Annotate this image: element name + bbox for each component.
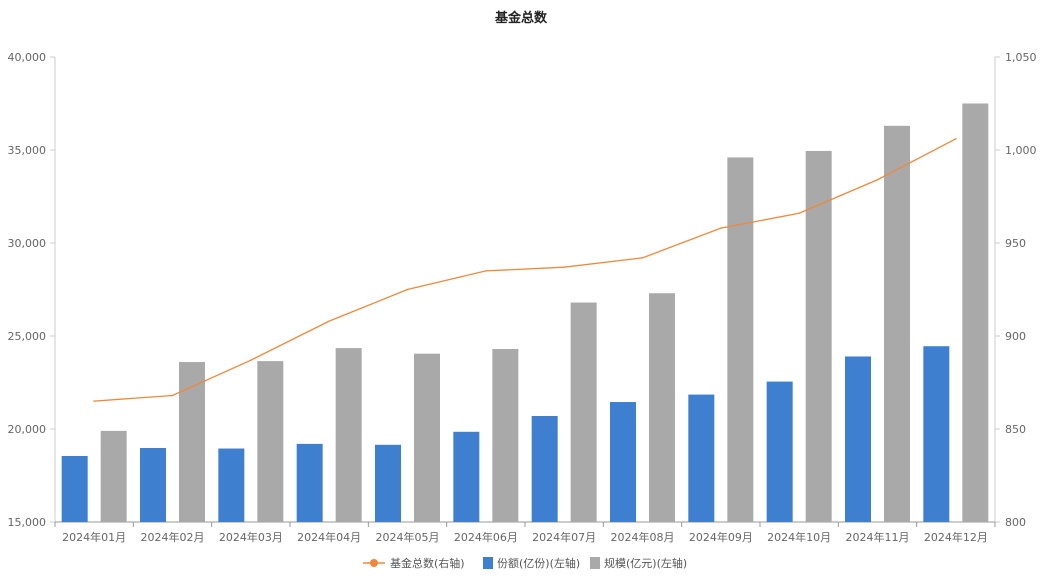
x-axis-tick-label: 2024年10月	[767, 530, 831, 544]
bar-scale	[257, 361, 284, 522]
line-fund-count	[94, 138, 957, 402]
bar-scale	[492, 349, 519, 522]
left-axis-tick-label: 15,000	[8, 516, 47, 529]
bar-scale	[805, 150, 832, 522]
legend-label: 份额(亿份)(左轴)	[497, 556, 580, 570]
bar-share	[688, 394, 715, 522]
bar-scale	[414, 353, 440, 522]
bar-scale	[727, 157, 754, 522]
line-point	[93, 400, 95, 402]
line-point	[406, 288, 409, 291]
left-axis-tick-label: 25,000	[8, 330, 47, 343]
bar-share	[453, 431, 480, 522]
bar-scale	[962, 103, 989, 522]
right-axis-tick-label: 800	[1005, 516, 1026, 529]
x-axis-tick-label: 2024年03月	[219, 530, 283, 544]
legend-line-dot	[370, 559, 378, 567]
bar-share	[845, 356, 871, 522]
x-axis-tick-label: 2024年12月	[924, 530, 988, 544]
line-point	[485, 270, 487, 272]
bar-scale	[570, 302, 597, 522]
bar-share	[375, 444, 401, 522]
legend-bar-marker	[590, 557, 600, 569]
x-axis-tick-label: 2024年11月	[846, 530, 910, 544]
right-axis-tick-label: 1,000	[1005, 144, 1037, 157]
left-axis-tick-label: 35,000	[8, 144, 47, 157]
x-axis-tick-label: 2024年01月	[62, 530, 126, 544]
line-point	[798, 212, 800, 215]
right-axis-tick-label: 1,050	[1005, 51, 1037, 64]
bar-share	[766, 381, 793, 522]
left-axis-tick-label: 30,000	[8, 237, 47, 250]
right-axis-tick-label: 850	[1005, 423, 1026, 436]
legend-label: 基金总数(右轴)	[390, 556, 465, 570]
line-point	[250, 359, 252, 361]
bar-share	[140, 447, 166, 522]
legend-label: 规模(亿元)(左轴)	[604, 556, 687, 570]
bar-share	[61, 455, 88, 522]
bar-share	[531, 415, 558, 522]
left-axis-tick-label: 40,000	[8, 51, 47, 64]
bar-scale	[335, 348, 362, 522]
x-axis-tick-label: 2024年02月	[141, 530, 205, 544]
bar-scale	[100, 430, 127, 522]
bar-share	[296, 443, 323, 522]
line-point	[328, 320, 330, 322]
bar-scale	[884, 125, 910, 522]
x-axis-tick-label: 2024年07月	[532, 530, 596, 544]
right-axis-tick-label: 950	[1005, 237, 1026, 250]
line-point	[641, 257, 644, 259]
x-axis-tick-label: 2024年09月	[689, 530, 753, 544]
line-point	[955, 138, 957, 140]
line-point	[720, 227, 722, 229]
x-axis-tick-label: 2024年06月	[454, 530, 518, 544]
line-point	[171, 394, 174, 397]
bar-scale	[179, 362, 205, 522]
legend-bar-marker	[483, 557, 493, 569]
right-axis-tick-label: 900	[1005, 330, 1026, 343]
bar-share	[923, 346, 950, 522]
chart-title: 基金总数	[494, 10, 548, 26]
line-point	[563, 266, 565, 268]
x-axis-tick-label: 2024年04月	[297, 530, 361, 544]
x-axis-tick-label: 2024年08月	[611, 530, 675, 544]
left-axis-tick-label: 20,000	[8, 423, 47, 436]
line-point	[876, 178, 879, 181]
bar-share	[610, 402, 636, 522]
bar-scale	[649, 293, 675, 522]
x-axis-tick-label: 2024年05月	[376, 530, 440, 544]
bar-share	[218, 448, 245, 522]
